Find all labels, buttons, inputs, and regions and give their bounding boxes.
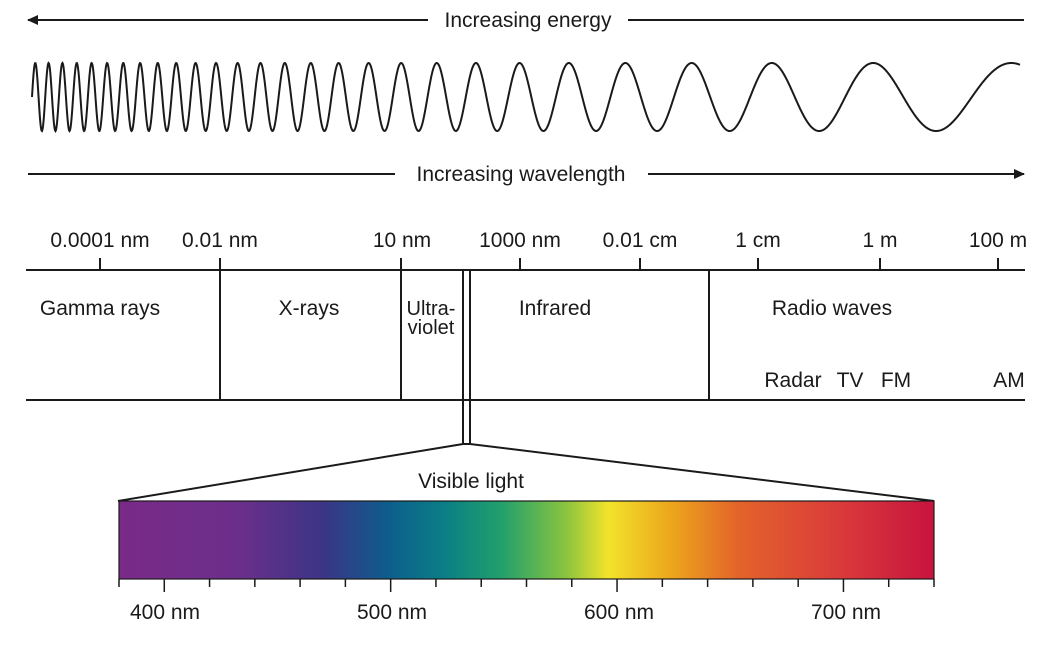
scale-tick-label: 0.01 cm (603, 229, 678, 252)
visible-tick-label: 500 nm (357, 601, 427, 624)
radio-sub-am: AM (993, 369, 1025, 392)
radio-sub-fm: FM (881, 369, 911, 392)
scale-tick-label: 0.01 nm (182, 229, 258, 252)
scale-tick-label: 1 m (862, 229, 897, 252)
scale-tick-label: 1000 nm (479, 229, 561, 252)
band-x-rays: X-rays (279, 297, 340, 320)
band-ultraviolet-line1: Ultra- (407, 298, 456, 320)
band-radio-waves: Radio waves (772, 297, 892, 320)
visible-tick-label: 600 nm (584, 601, 654, 624)
wave-curve (31, 61, 1021, 133)
scale-tick-label: 0.0001 nm (50, 229, 149, 252)
visible-tick-label: 700 nm (811, 601, 881, 624)
wavelength-scale: 0.0001 nm 0.01 nm 10 nm 1000 nm 0.01 cm … (50, 229, 1027, 270)
wavelength-label: Increasing wavelength (417, 163, 626, 186)
visible-light-label: Visible light (418, 470, 524, 493)
visible-spectrum-bar (119, 501, 934, 579)
band-infrared: Infrared (519, 297, 591, 320)
scale-tick-label: 1 cm (735, 229, 781, 252)
radio-sub-radar: Radar (764, 369, 821, 392)
radio-sub-tv: TV (837, 369, 864, 392)
band-gamma-rays: Gamma rays (40, 297, 160, 320)
energy-label: Increasing energy (445, 9, 612, 32)
scale-tick-label: 10 nm (373, 229, 431, 252)
visible-tick-label: 400 nm (130, 601, 200, 624)
visible-zoom-lines (117, 443, 935, 502)
spectrum-bands (26, 269, 1025, 444)
scale-tick-label: 100 m (969, 229, 1027, 252)
visible-scale-ticks (118, 579, 935, 592)
band-ultraviolet-line2: violet (408, 317, 455, 339)
